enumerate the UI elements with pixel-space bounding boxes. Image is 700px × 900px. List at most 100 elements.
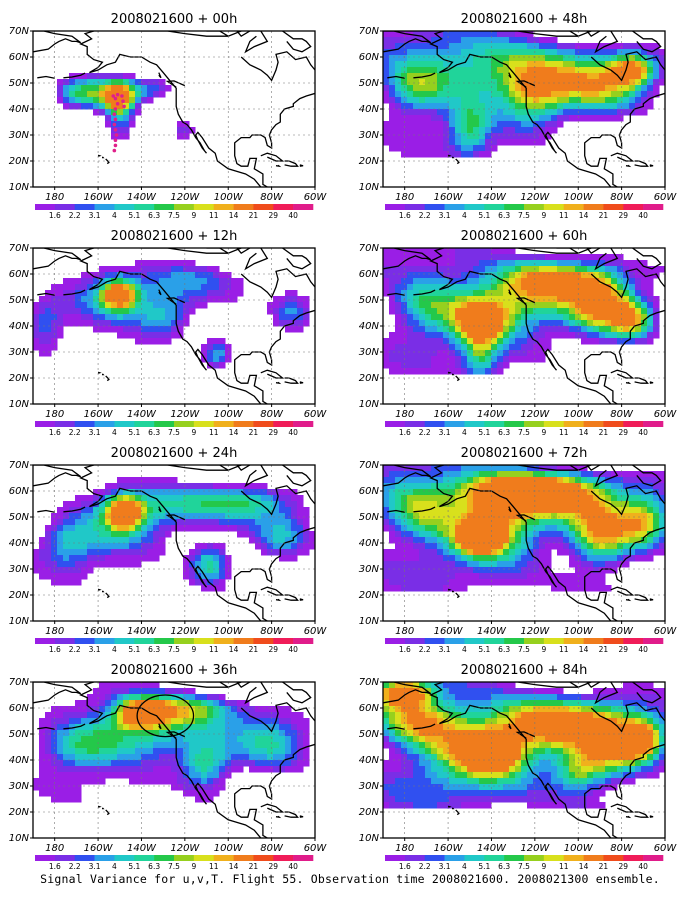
- field-cell: [135, 507, 142, 514]
- field-cell: [413, 555, 420, 562]
- coastline: [610, 152, 635, 162]
- field-cell: [467, 507, 474, 514]
- field-cell: [491, 525, 498, 532]
- field-cell: [443, 260, 450, 267]
- colorbar-swatch: [543, 204, 565, 210]
- field-cell: [213, 706, 220, 713]
- field-cell: [497, 260, 504, 267]
- field-cell: [171, 477, 178, 484]
- field-cell: [479, 260, 486, 267]
- field-cell: [389, 549, 396, 556]
- field-cell: [237, 290, 244, 297]
- field-cell: [443, 344, 450, 351]
- field-cell: [99, 742, 106, 749]
- field-cell: [159, 549, 166, 556]
- field-cell: [581, 67, 588, 74]
- field-cell: [171, 736, 178, 743]
- colorbar-label: 40: [288, 645, 298, 654]
- field-cell: [111, 736, 118, 743]
- coastline: [625, 164, 632, 168]
- colorbar-label: 29: [269, 862, 279, 871]
- field-cell: [443, 585, 450, 592]
- field-cell: [81, 314, 88, 321]
- colorbar-label: 9: [191, 211, 196, 220]
- field-cell: [105, 736, 112, 743]
- field-cell: [407, 338, 414, 345]
- field-cell: [581, 278, 588, 285]
- field-cell: [389, 501, 396, 508]
- lat-tick-label: 30N: [359, 347, 380, 358]
- field-cell: [267, 742, 274, 749]
- field-cell: [539, 507, 546, 514]
- field-cell: [401, 127, 408, 134]
- field-cell: [401, 31, 408, 38]
- field-cell: [635, 495, 642, 502]
- field-cell: [213, 754, 220, 761]
- field-cell: [147, 507, 154, 514]
- field-cell: [129, 326, 136, 333]
- field-cell: [195, 543, 202, 550]
- field-cell: [401, 115, 408, 122]
- field-cell: [401, 121, 408, 128]
- field-cell: [201, 784, 208, 791]
- field-cell: [485, 561, 492, 568]
- field-cell: [63, 91, 70, 98]
- field-cell: [419, 296, 426, 303]
- field-cell: [81, 531, 88, 538]
- field-cell: [611, 67, 618, 74]
- colorbar-label: 2.2: [419, 428, 431, 437]
- field-cell: [443, 362, 450, 369]
- field-cell: [39, 344, 46, 351]
- field-cell: [75, 103, 82, 110]
- field-cell: [201, 272, 208, 279]
- field-cell: [479, 694, 486, 701]
- field-cell: [189, 501, 196, 508]
- field-cell: [39, 320, 46, 327]
- field-cell: [111, 314, 118, 321]
- field-cell: [395, 85, 402, 92]
- field-cell: [443, 320, 450, 327]
- field-cell: [395, 489, 402, 496]
- field-cell: [473, 278, 480, 285]
- field-cell: [389, 561, 396, 568]
- lat-tick-label: 10N: [359, 399, 380, 410]
- field-cell: [213, 784, 220, 791]
- field-cell: [129, 772, 136, 779]
- field-cell: [641, 326, 648, 333]
- field-cell: [123, 314, 130, 321]
- field-cell: [515, 272, 522, 279]
- field-cell: [401, 109, 408, 116]
- field-cell: [503, 308, 510, 315]
- field-cell: [401, 314, 408, 321]
- field-cell: [479, 302, 486, 309]
- field-cell: [419, 326, 426, 333]
- field-cell: [177, 784, 184, 791]
- field-cell: [551, 326, 558, 333]
- field-cell: [261, 724, 268, 731]
- field-cell: [479, 37, 486, 44]
- field-cell: [201, 266, 208, 273]
- field-cell: [533, 326, 540, 333]
- field-cell: [395, 344, 402, 351]
- field-cell: [515, 567, 522, 574]
- field-cell: [69, 501, 76, 508]
- lon-tick-label: 140W: [477, 409, 507, 420]
- coastline: [590, 268, 665, 299]
- field-cell: [99, 73, 106, 80]
- field-cell: [147, 742, 154, 749]
- field-cell: [557, 477, 564, 484]
- colorbar-label: 21: [249, 428, 259, 437]
- field-cell: [39, 778, 46, 785]
- field-cell: [527, 688, 534, 695]
- field-cell: [587, 296, 594, 303]
- field-cell: [599, 320, 606, 327]
- field-cell: [383, 338, 390, 345]
- field-cell: [207, 706, 214, 713]
- coastline: [508, 72, 512, 79]
- field-cell: [383, 350, 390, 357]
- field-cell: [255, 507, 262, 514]
- panel-title: 2008021600 + 72h: [461, 446, 588, 461]
- field-cell: [467, 79, 474, 86]
- field-cell: [587, 97, 594, 104]
- field-cell: [587, 73, 594, 80]
